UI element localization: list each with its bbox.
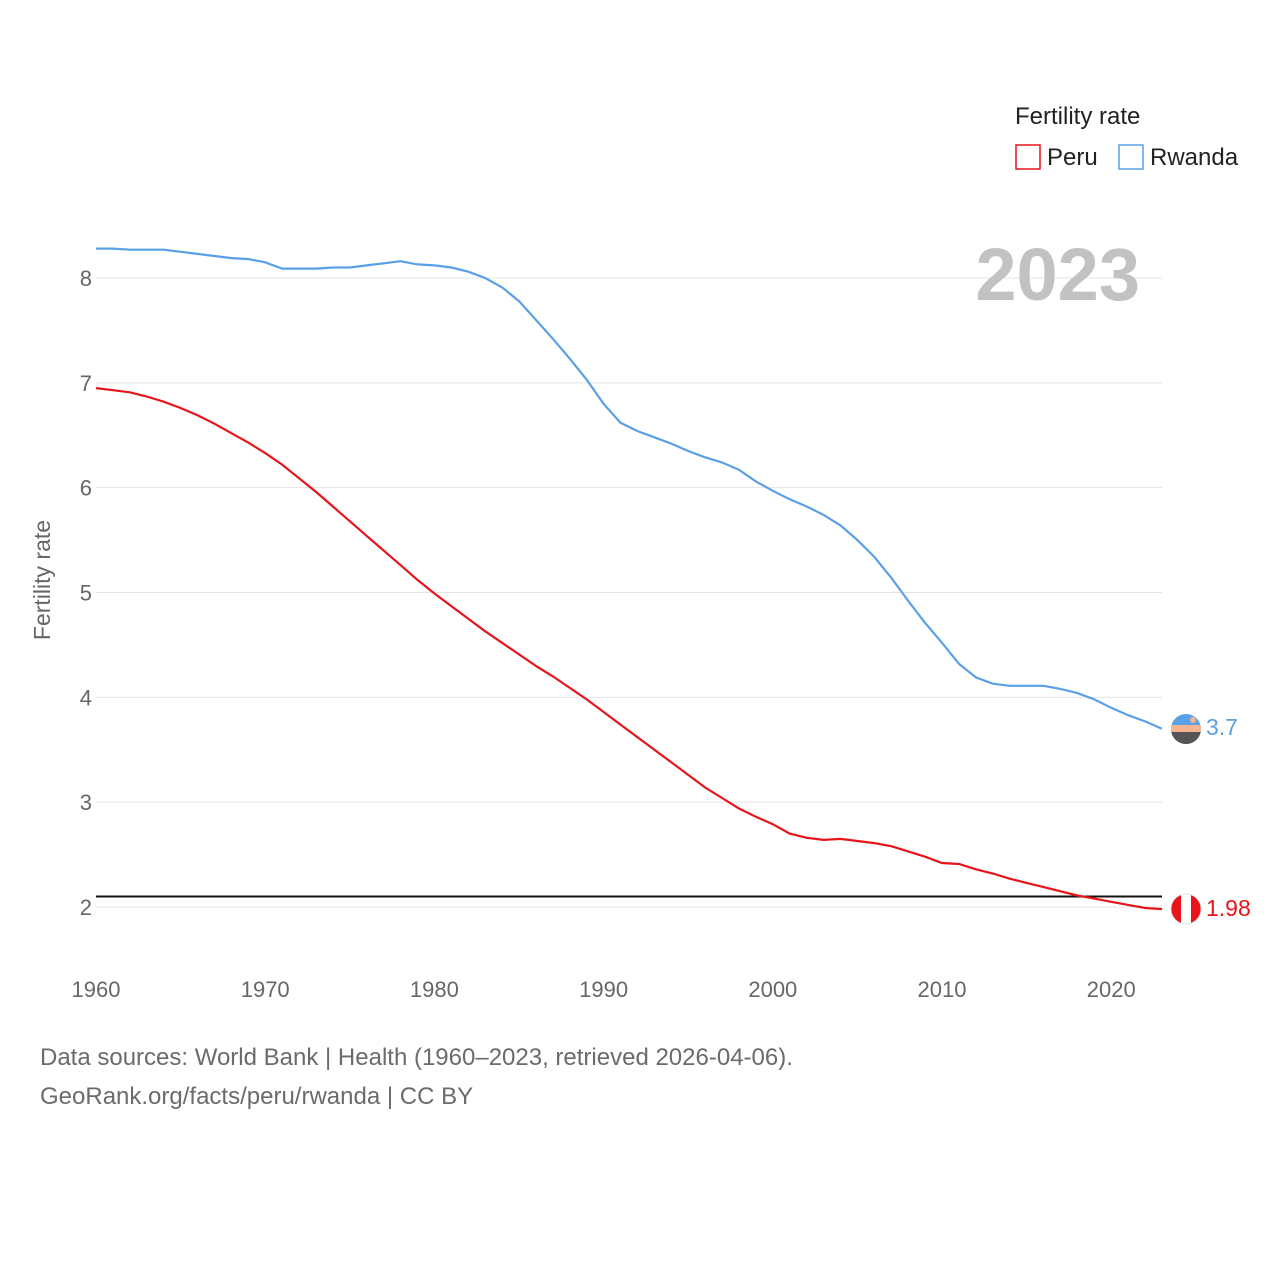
legend: Fertility rate Peru Rwanda bbox=[1015, 103, 1239, 171]
legend-title: Fertility rate bbox=[1015, 103, 1140, 130]
series-line-rwanda bbox=[96, 247, 1163, 730]
legend-label-peru[interactable]: Peru bbox=[1047, 144, 1098, 171]
y-axis-label: Fertility rate bbox=[29, 520, 55, 640]
x-tick-label: 2010 bbox=[918, 977, 967, 1002]
y-tick-label: 8 bbox=[80, 266, 92, 291]
grid-lines bbox=[96, 277, 1162, 908]
x-tick-label: 1990 bbox=[579, 977, 628, 1002]
x-tick-label: 2000 bbox=[748, 977, 797, 1002]
y-axis-ticks: 2 3 4 5 6 7 8 bbox=[80, 266, 92, 920]
year-display: 2023 bbox=[975, 233, 1140, 316]
x-axis-ticks: 1960 1970 1980 1990 2000 2010 2020 bbox=[72, 977, 1136, 1002]
y-tick-label: 2 bbox=[80, 895, 92, 920]
peru-flag-icon bbox=[1171, 894, 1201, 924]
footer-attribution[interactable]: GeoRank.org/facts/peru/rwanda | CC BY bbox=[40, 1083, 474, 1110]
x-tick-label: 1980 bbox=[410, 977, 459, 1002]
legend-label-rwanda[interactable]: Rwanda bbox=[1150, 144, 1239, 171]
legend-swatch-rwanda[interactable] bbox=[1118, 144, 1144, 170]
peru-flag-border bbox=[1170, 893, 1202, 925]
end-label-peru: 1.98 bbox=[1206, 895, 1251, 921]
x-tick-label: 1970 bbox=[241, 977, 290, 1002]
rwanda-flag-icon bbox=[1171, 714, 1201, 744]
x-tick-label: 1960 bbox=[72, 977, 121, 1002]
y-tick-label: 3 bbox=[80, 790, 92, 815]
y-tick-label: 6 bbox=[80, 476, 92, 501]
legend-swatch-peru[interactable] bbox=[1015, 144, 1041, 170]
series-line-peru bbox=[95, 387, 1163, 911]
end-label-rwanda: 3.7 bbox=[1206, 714, 1238, 740]
y-tick-label: 5 bbox=[80, 581, 92, 606]
x-tick-label: 2020 bbox=[1087, 977, 1136, 1002]
y-tick-label: 4 bbox=[80, 685, 92, 710]
chart-area: 2 3 4 5 6 7 8 1960 1970 1980 1990 2000 2010 2020 Fer… bbox=[29, 103, 1251, 1002]
y-tick-label: 7 bbox=[80, 371, 92, 396]
footer-sources: Data sources: World Bank | Health (1960–… bbox=[40, 1044, 793, 1071]
